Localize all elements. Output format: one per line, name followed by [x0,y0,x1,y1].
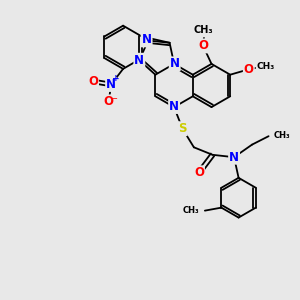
Text: N: N [142,33,152,46]
Text: S: S [178,122,187,135]
Text: ⁻: ⁻ [111,96,117,106]
Text: O: O [244,63,254,76]
Text: +: + [112,74,119,83]
Text: O: O [194,166,204,179]
Text: N: N [170,57,180,70]
Text: N: N [134,54,144,67]
Text: CH₃: CH₃ [183,206,200,215]
Text: CH₃: CH₃ [196,28,214,37]
Text: N: N [169,100,179,113]
Text: O: O [198,39,208,52]
Text: O: O [88,75,98,88]
Text: CH₃: CH₃ [256,62,274,71]
Text: O: O [104,95,114,108]
Text: CH₃: CH₃ [274,131,291,140]
Text: CH₃: CH₃ [193,25,213,35]
Text: N: N [229,151,239,164]
Text: N: N [106,78,116,91]
